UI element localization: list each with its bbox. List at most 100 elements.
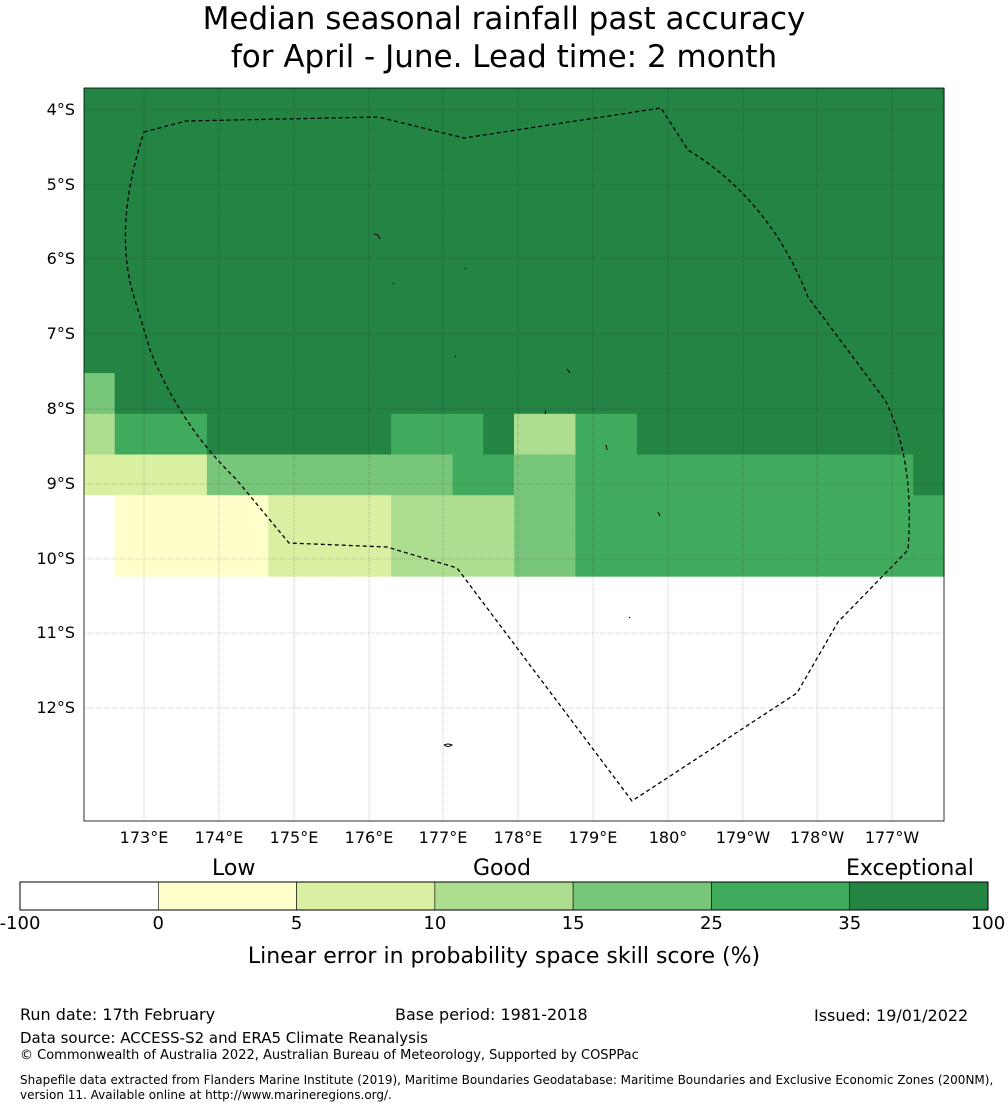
grid-cell [882,535,914,578]
grid-cell [821,454,853,496]
colorbar-bin [434,881,574,911]
grid-cell [84,617,116,659]
shapefile-credit-1: Shapefile data extracted from Flanders M… [20,1073,994,1087]
grid-cell [268,210,300,252]
grid-cell [606,535,638,578]
grid-cell [667,169,699,211]
grid-cell [729,128,761,171]
grid-cell [544,535,577,578]
grid-cell [913,454,945,496]
grid-cell [729,658,761,700]
grid-cell [667,454,699,496]
grid-cell [790,128,822,171]
grid-cell [514,739,546,781]
grid-cell [206,698,239,741]
island-shape [566,368,571,374]
grid-cell [544,454,577,496]
grid-cell [636,210,669,252]
grid-cell [145,576,177,618]
grid-cell [821,495,853,537]
grid-cell [882,291,914,333]
grid-cell [268,454,300,496]
grid-cell [360,210,392,252]
grid-cell [421,250,454,293]
grid-cell [913,332,945,374]
grid-cell [452,250,484,293]
grid-cell [391,373,423,415]
grid-cell [299,658,331,700]
grid-cell [514,210,546,252]
grid-cell [514,576,546,618]
grid-cell [913,780,945,822]
grid-cell [544,88,577,130]
latitude-label: 5°S [46,175,75,194]
grid-cell [575,495,607,537]
grid-cell [606,169,638,211]
grid-cell [268,373,300,415]
grid-cell [452,535,484,578]
grid-cell [452,617,484,659]
grid-cell [84,576,116,618]
grid-cell [421,535,454,578]
grid-cell [483,128,515,171]
grid-cell [268,88,300,130]
grid-cell [667,495,699,537]
eez-boundary [124,107,910,802]
grid-cell [606,373,638,415]
grid-cell [176,454,208,496]
grid-cell [391,291,423,333]
grid-cell [667,88,699,130]
colorbar-tick-label: 5 [290,913,303,934]
grid-cell [114,169,147,211]
island-shape [373,233,381,240]
grid-cell [636,495,669,537]
grid-cell [667,698,699,741]
grid-cell [114,454,147,496]
grid-cell [452,454,484,496]
grid-cell [299,88,331,130]
colorbar-tick-label: 0 [152,913,164,934]
grid-cell [575,250,607,293]
grid-cell [759,250,792,293]
grid-cell [851,169,884,211]
longitude-label: 180° [648,828,688,847]
grid-cell [575,617,607,659]
grid-cell [176,250,208,293]
grid-cell [145,454,177,496]
grid-cell [698,698,730,741]
grid-cell [329,128,362,171]
grid-cell [237,576,269,618]
latitude-label: 10°S [36,549,75,568]
grid-cell [821,658,853,700]
grid-cell [84,535,116,578]
grid-cell [544,780,577,822]
grid-cell [575,413,607,456]
grid-cell [268,698,300,741]
grid-cell [176,291,208,333]
grid-cell [145,169,177,211]
grid-cell [729,617,761,659]
grid-cell [360,169,392,211]
grid-cell [483,495,515,537]
grid-cell [299,535,331,578]
grid-cell [84,210,116,252]
grid-cell [206,373,239,415]
grid-cell [698,780,730,822]
grid-cell [790,373,822,415]
colorbar-bin [296,881,436,911]
grid-cell [544,413,577,456]
grid-cell [790,291,822,333]
grid-cell [544,495,577,537]
grid-cell [790,454,822,496]
grid-cell [360,128,392,171]
latitude-label: 9°S [46,474,75,493]
grid-cell [176,658,208,700]
grid-cell [360,576,392,618]
grid-cell [790,617,822,659]
grid-cell [237,535,269,578]
grid-cell [514,332,546,374]
grid-cell [268,780,300,822]
longitude-label: 179°W [715,828,771,847]
colorbar-bin [711,881,851,911]
grid-cell [84,250,116,293]
